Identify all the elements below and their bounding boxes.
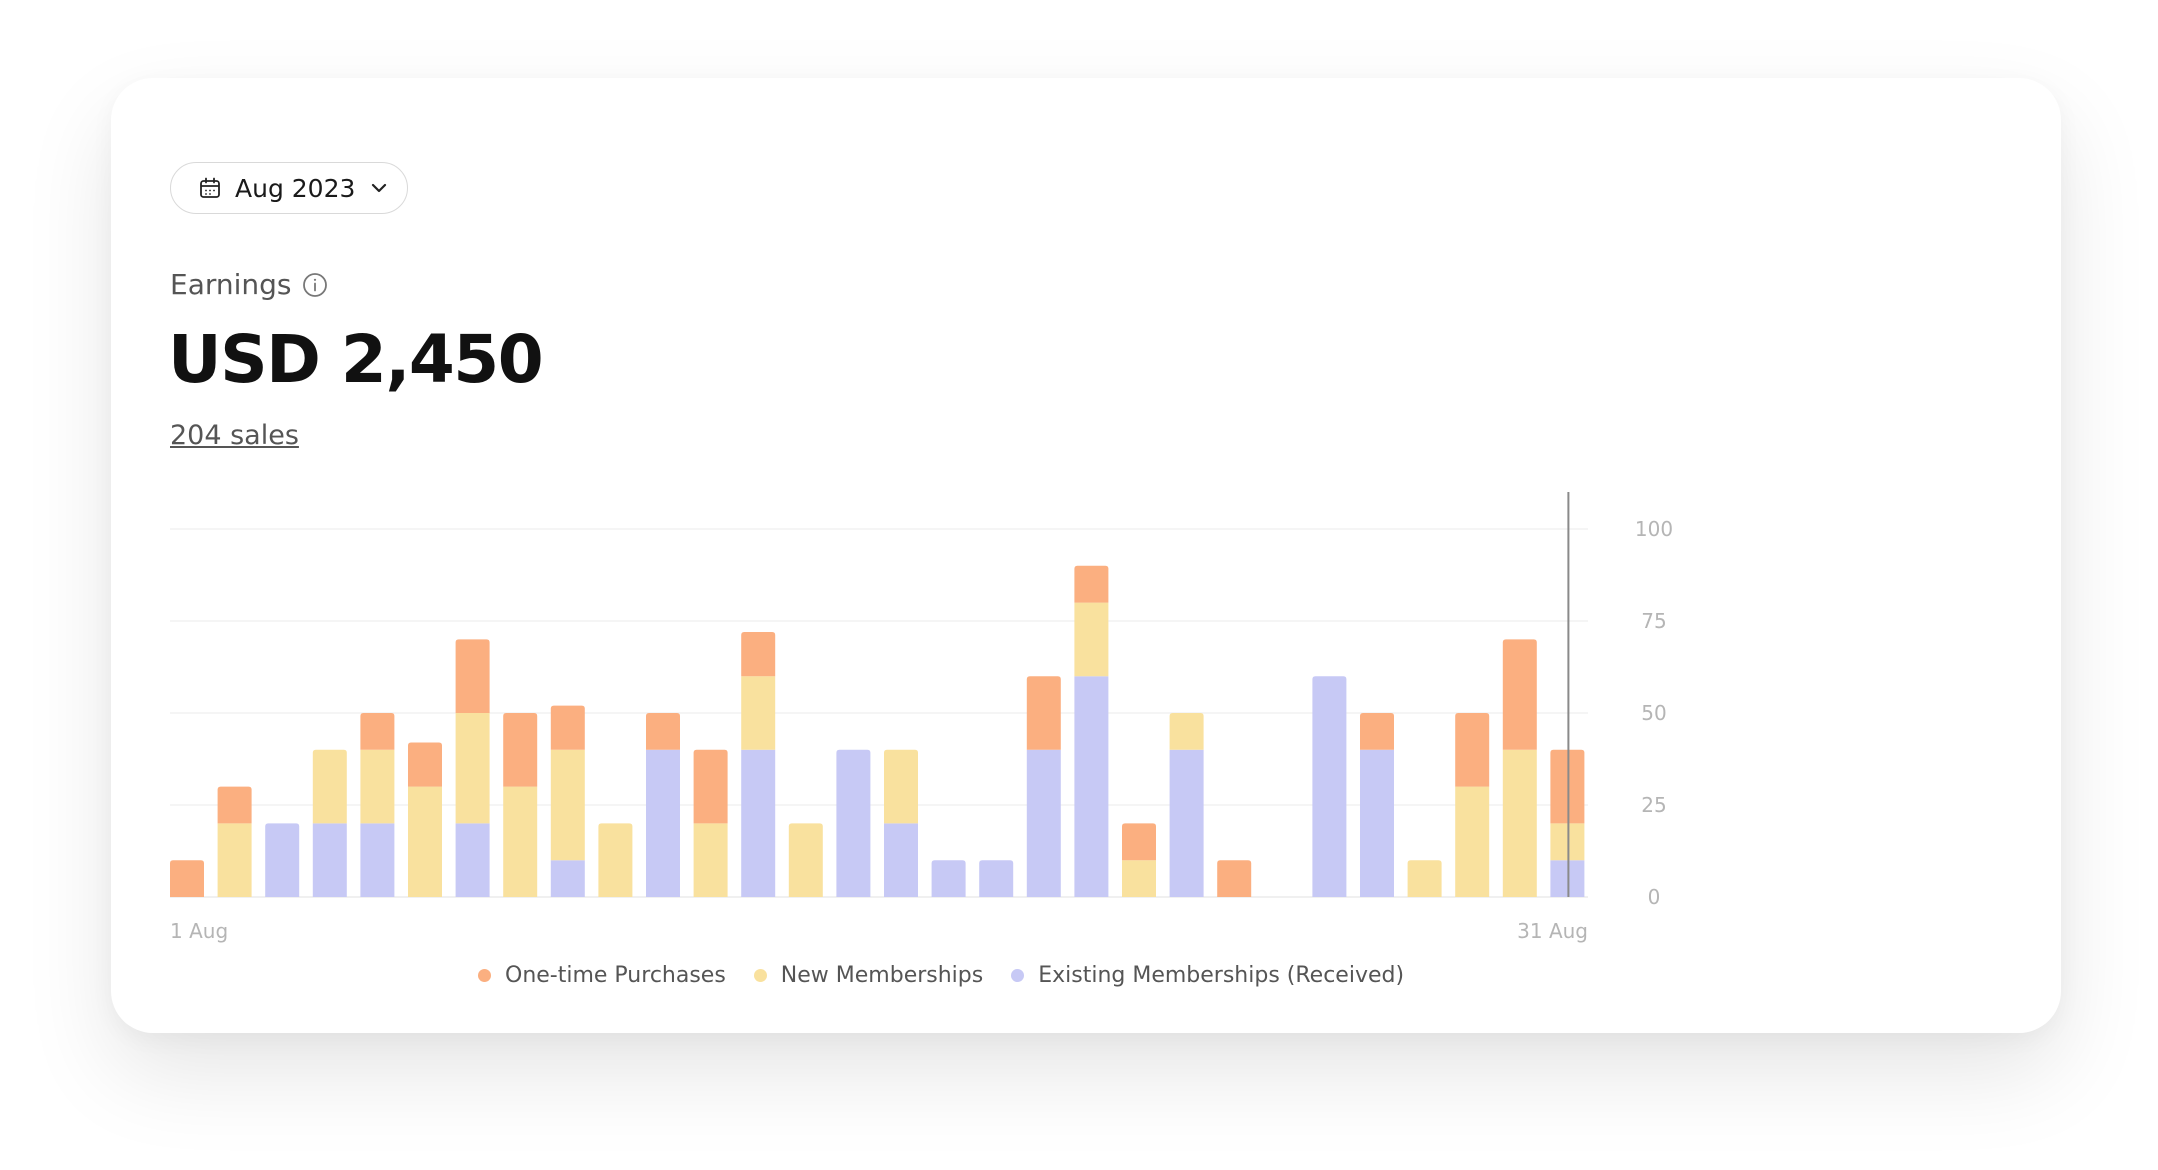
bar-new-day-6[interactable] [408, 786, 442, 897]
bar-new-day-10[interactable] [598, 823, 633, 897]
bar-existing-day-16[interactable] [884, 823, 918, 897]
x-tick-label-end: 31 Aug [1517, 919, 1588, 943]
bar-new-day-8[interactable] [503, 786, 538, 897]
bar-new-day-16[interactable] [884, 749, 918, 824]
bar-one-time-day-12[interactable] [693, 749, 728, 824]
legend-label-one-time: One-time Purchases [505, 963, 726, 988]
info-icon[interactable] [302, 272, 328, 298]
bar-existing-day-5[interactable] [360, 823, 395, 897]
y-tick-label: 25 [1641, 793, 1666, 817]
bar-one-time-day-6[interactable] [408, 742, 442, 787]
bar-new-day-29[interactable] [1502, 749, 1537, 897]
legend-item-new-memberships[interactable]: New Memberships [753, 963, 984, 988]
bar-new-day-14[interactable] [788, 823, 823, 897]
bar-new-day-13[interactable] [741, 676, 776, 750]
bar-existing-day-15[interactable] [836, 749, 871, 897]
bar-new-day-7[interactable] [455, 713, 490, 824]
y-tick-label: 75 [1641, 609, 1666, 633]
legend-label-new-memberships: New Memberships [780, 963, 984, 988]
bar-existing-day-25[interactable] [1312, 676, 1347, 897]
bar-existing-day-18[interactable] [979, 860, 1014, 897]
bar-one-time-day-19[interactable] [1026, 676, 1061, 750]
bar-new-day-27[interactable] [1407, 860, 1442, 897]
bar-existing-day-4[interactable] [312, 823, 347, 897]
earnings-card: Aug 2023 Earnings USD 2,450 204 sales 10… [111, 78, 2061, 1033]
bar-existing-day-7[interactable] [455, 823, 490, 897]
bar-new-day-21[interactable] [1122, 860, 1156, 897]
bar-new-day-12[interactable] [693, 823, 728, 897]
bar-one-time-day-23[interactable] [1217, 860, 1252, 897]
bar-existing-day-13[interactable] [741, 749, 776, 897]
bar-new-day-20[interactable] [1074, 602, 1109, 677]
bar-one-time-day-21[interactable] [1122, 823, 1156, 861]
legend-swatch-one-time [478, 969, 491, 982]
legend-label-existing-memberships: Existing Memberships (Received) [1038, 963, 1405, 988]
x-tick-label-start: 1 Aug [170, 919, 228, 943]
bar-one-time-day-9[interactable] [550, 705, 585, 750]
sales-count-link[interactable]: 204 sales [170, 420, 299, 451]
bar-existing-day-22[interactable] [1169, 749, 1204, 897]
bar-one-time-day-13[interactable] [741, 632, 776, 677]
earnings-heading: Earnings [170, 268, 328, 301]
y-tick-label: 50 [1641, 701, 1666, 725]
legend-swatch-new-memberships [753, 969, 767, 982]
bar-existing-day-17[interactable] [931, 860, 966, 897]
bar-one-time-day-7[interactable] [455, 639, 490, 713]
calendar-icon [198, 176, 222, 200]
bar-new-day-5[interactable] [360, 749, 395, 824]
y-tick-label: 100 [1635, 517, 1673, 541]
earnings-total: USD 2,450 [168, 321, 544, 398]
bar-existing-day-19[interactable] [1026, 749, 1061, 897]
bar-new-day-9[interactable] [550, 749, 585, 861]
bar-existing-day-11[interactable] [646, 749, 680, 897]
bar-existing-day-9[interactable] [550, 860, 585, 897]
bar-one-time-day-5[interactable] [360, 713, 395, 750]
y-tick-label: 0 [1648, 885, 1661, 909]
bar-one-time-day-26[interactable] [1360, 713, 1394, 750]
month-selector-button[interactable]: Aug 2023 [170, 162, 408, 214]
bar-one-time-day-2[interactable] [217, 786, 252, 824]
legend-item-one-time[interactable]: One-time Purchases [478, 963, 726, 988]
month-selector-label: Aug 2023 [235, 173, 356, 203]
chart-legend: One-time Purchases New Memberships Exist… [478, 963, 1432, 988]
bar-one-time-day-11[interactable] [646, 713, 680, 750]
bar-existing-day-26[interactable] [1360, 749, 1394, 897]
legend-swatch-existing-memberships [1011, 969, 1025, 982]
earnings-bar-chart: 100 75 50 25 0 1 Aug 31 Aug [170, 492, 1673, 943]
bar-new-day-22[interactable] [1169, 713, 1204, 750]
bar-new-day-2[interactable] [217, 823, 252, 897]
bar-existing-day-3[interactable] [265, 823, 300, 897]
bar-one-time-day-8[interactable] [503, 713, 538, 787]
legend-item-existing-memberships[interactable]: Existing Memberships (Received) [1011, 963, 1404, 988]
bar-one-time-day-20[interactable] [1074, 565, 1109, 603]
bar-new-day-28[interactable] [1455, 786, 1490, 897]
bar-existing-day-20[interactable] [1074, 676, 1109, 897]
bar-one-time-day-28[interactable] [1455, 713, 1490, 787]
chevron-down-icon [369, 178, 389, 198]
bar-one-time-day-29[interactable] [1502, 639, 1537, 750]
earnings-label: Earnings [170, 268, 292, 301]
bar-new-day-4[interactable] [312, 749, 347, 824]
bar-one-time-day-1[interactable] [170, 860, 204, 897]
